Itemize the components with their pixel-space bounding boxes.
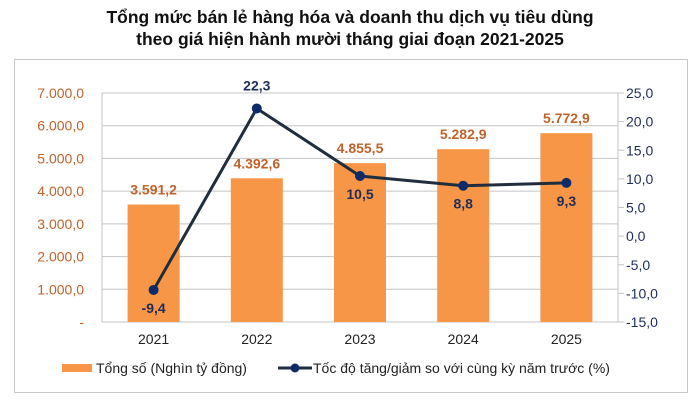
bar-data-label: 4.855,5 [337,140,384,156]
bar [230,178,283,322]
right-tick-label: 20,0 [626,114,653,130]
left-tick-label: 1.000,0 [37,281,84,297]
line-marker [458,180,469,191]
left-tick-label: - [79,314,84,330]
legend-line-marker [290,363,300,373]
left-tick-label: 4.000,0 [37,183,84,199]
bar [127,204,180,322]
legend-line-label: Tốc độ tăng/giảm so với cùng kỳ năm trướ… [313,360,610,376]
line-data-label: 22,3 [243,77,270,93]
right-tick-label: 10,0 [626,171,653,187]
title-line-2: theo giá hiện hành mười tháng giai đoạn … [136,29,564,49]
right-tick-label: -15,0 [626,314,658,330]
bar-data-label: 5.772,9 [543,110,590,126]
bar-data-label: 5.282,9 [440,126,487,142]
left-tick-label: 5.000,0 [37,150,84,166]
x-tick-label: 2022 [241,331,272,347]
right-tick-label: 15,0 [626,142,653,158]
legend-bar-label: Tổng số (Nghìn tỷ đồng) [96,360,247,376]
bar-data-label: 4.392,6 [233,155,280,171]
x-tick-label: 2021 [138,331,169,347]
right-tick-label: 25,0 [626,85,653,101]
legend-bar-swatch [62,364,92,372]
left-tick-label: 6.000,0 [37,118,84,134]
line-marker [148,284,159,295]
line-data-label: 8,8 [453,196,473,212]
line-data-label: 10,5 [346,186,373,202]
chart-frame [14,59,688,393]
bar [437,149,490,322]
x-tick-label: 2024 [448,331,479,347]
bar [334,163,386,322]
right-tick-label: -5,0 [626,257,650,273]
right-tick-label: 5,0 [626,200,646,216]
bar [540,133,593,322]
title-line-1: Tổng mức bán lẻ hàng hóa và doanh thu dị… [106,7,594,27]
right-tick-label: 0,0 [626,228,646,244]
left-tick-label: 3.000,0 [37,216,84,232]
x-tick-label: 2023 [344,331,375,347]
left-tick-label: 7.000,0 [37,85,84,101]
left-tick-label: 2.000,0 [37,249,84,265]
right-tick-label: -10,0 [626,285,658,301]
bar-data-label: 3.591,2 [130,182,177,198]
chart-title: Tổng mức bán lẻ hàng hóa và doanh thu dị… [0,6,700,50]
line-marker [251,103,262,114]
x-tick-label: 2025 [551,331,582,347]
line-marker [561,177,572,188]
line-data-label: -9,4 [142,300,166,316]
line-marker [355,171,365,182]
line-data-label: 9,3 [557,193,577,209]
